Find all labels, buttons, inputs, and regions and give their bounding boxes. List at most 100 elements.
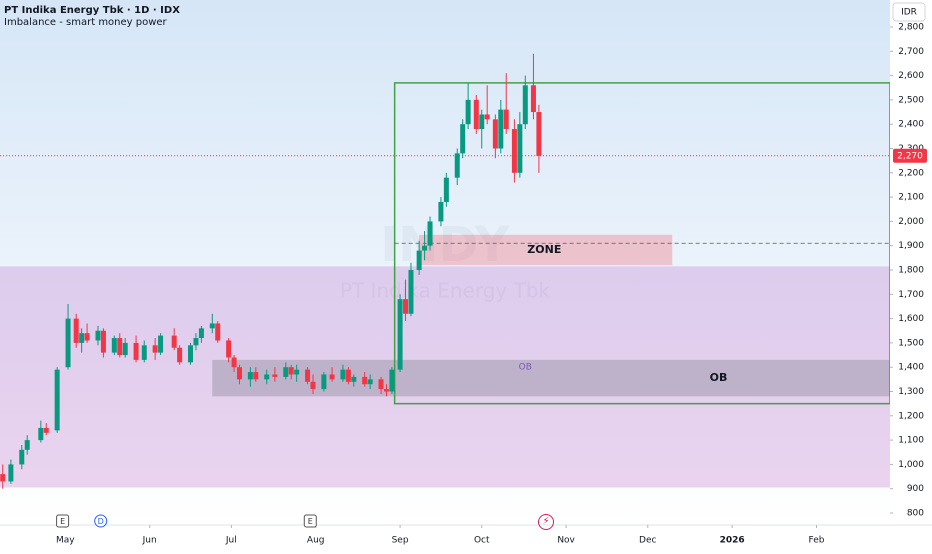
candle-body bbox=[530, 85, 536, 113]
candle-body bbox=[84, 333, 90, 341]
currency-box[interactable] bbox=[892, 2, 926, 22]
candle-body bbox=[288, 367, 294, 375]
candle-body bbox=[389, 369, 395, 392]
candle-body bbox=[111, 338, 117, 353]
candle-body bbox=[141, 345, 147, 360]
watermark: INDY bbox=[380, 217, 510, 273]
candle-body bbox=[536, 112, 542, 156]
candle-body bbox=[158, 335, 164, 353]
candle-body bbox=[79, 333, 85, 343]
candle-body bbox=[383, 389, 389, 392]
y-tick-label: 1,600 bbox=[898, 314, 924, 324]
candle-body bbox=[100, 330, 106, 353]
candle-body bbox=[403, 299, 409, 314]
event-label: E bbox=[308, 517, 313, 526]
last-price-badge bbox=[893, 148, 927, 163]
candle-body bbox=[310, 381, 316, 390]
candle-body bbox=[522, 85, 528, 125]
y-tick-label: 2,400 bbox=[898, 120, 924, 130]
axes-layer: 800 900 1,000 1,100 1,200 1,300 1,400 1,500 1,60… bbox=[56, 23, 927, 546]
candle-body bbox=[237, 367, 243, 380]
candle-body bbox=[253, 372, 259, 380]
candle-body bbox=[484, 114, 490, 120]
x-tick-label: Feb bbox=[809, 536, 825, 546]
y-tick-label: 2,500 bbox=[898, 95, 924, 105]
candle-body bbox=[193, 338, 199, 346]
candle-body bbox=[283, 367, 289, 377]
candle-body bbox=[345, 369, 351, 382]
x-tick-label: Dec bbox=[639, 536, 656, 546]
candle-body bbox=[177, 347, 183, 363]
zone-box bbox=[212, 359, 890, 397]
candle-body bbox=[24, 440, 30, 450]
y-tick-label: 1,700 bbox=[898, 290, 924, 300]
x-tick-label: May bbox=[56, 536, 75, 546]
currency-label[interactable]: IDR bbox=[901, 8, 917, 18]
candle-body bbox=[416, 250, 422, 270]
y-tick-label: 1,900 bbox=[898, 241, 924, 251]
candle-body bbox=[152, 345, 158, 353]
candle-body bbox=[65, 318, 71, 368]
zone-label: OB bbox=[710, 371, 728, 384]
candle-body bbox=[492, 119, 498, 149]
plot-layer: INDY PT Indika Energy Tbk OB ZONE OB bbox=[0, 53, 890, 489]
chart-subtitle: Imbalance - smart money power bbox=[4, 17, 168, 28]
candle-body bbox=[479, 114, 485, 130]
candle-body bbox=[122, 342, 128, 356]
candle-body bbox=[498, 109, 504, 149]
candle-body bbox=[188, 345, 194, 363]
y-tick-label: 2,800 bbox=[898, 23, 924, 33]
zone-box bbox=[419, 234, 673, 266]
y-tick-label: 2,000 bbox=[898, 217, 924, 227]
candle-body bbox=[351, 376, 357, 382]
candle-body bbox=[38, 427, 44, 441]
candle-body bbox=[321, 374, 327, 390]
candle-body bbox=[367, 379, 373, 385]
candle-body bbox=[272, 374, 278, 377]
candle-body bbox=[503, 109, 509, 130]
last-price-label: 2,270 bbox=[897, 151, 923, 161]
y-tick-label: 1,300 bbox=[898, 387, 924, 397]
candle-body bbox=[438, 201, 444, 222]
y-tick-label: 2,700 bbox=[898, 47, 924, 57]
candle-body bbox=[198, 328, 204, 339]
candle-body bbox=[54, 369, 60, 431]
y-tick-label: 1,000 bbox=[898, 460, 924, 470]
candle-body bbox=[231, 357, 237, 368]
candle-body bbox=[408, 270, 414, 314]
event-label: E bbox=[60, 517, 65, 526]
event-badge bbox=[303, 514, 317, 528]
x-tick-label: Nov bbox=[557, 536, 575, 546]
y-tick-label: 1,100 bbox=[898, 436, 924, 446]
x-tick-label: Aug bbox=[307, 536, 325, 546]
candle-body bbox=[511, 129, 517, 173]
x-tick-label: Sep bbox=[392, 536, 409, 546]
candle-body bbox=[473, 99, 479, 130]
candle-body bbox=[422, 245, 428, 251]
candle-body bbox=[226, 340, 232, 358]
candle-body bbox=[362, 376, 368, 385]
candle-body bbox=[427, 221, 433, 246]
x-tick-label: Jul bbox=[225, 536, 237, 546]
candle-body bbox=[264, 374, 270, 380]
split-event-icon[interactable]: ⚡ bbox=[538, 514, 554, 530]
candle-body bbox=[43, 427, 49, 433]
watermark-sub: PT Indika Energy Tbk bbox=[340, 279, 551, 303]
candle-body bbox=[294, 369, 300, 375]
y-tick-label: 1,800 bbox=[898, 266, 924, 276]
zone-box bbox=[0, 266, 890, 488]
x-tick-label: Oct bbox=[474, 536, 490, 546]
y-tick-label: 900 bbox=[907, 484, 924, 494]
candle-body bbox=[465, 99, 471, 125]
candle-body bbox=[460, 124, 466, 154]
y-tick-label: 2,600 bbox=[898, 71, 924, 81]
candle-body bbox=[95, 330, 101, 341]
event-label: D bbox=[98, 517, 104, 526]
candle-body bbox=[454, 153, 460, 178]
event-badge bbox=[56, 514, 70, 528]
candle-body bbox=[133, 342, 139, 360]
candle-body bbox=[8, 464, 14, 482]
ob-small-label: OB bbox=[519, 363, 532, 373]
